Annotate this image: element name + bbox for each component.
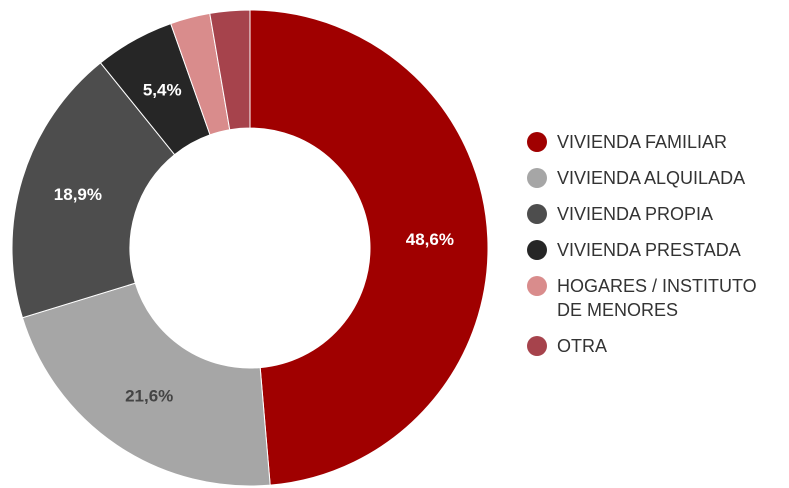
legend-label: VIVIENDA ALQUILADA	[557, 168, 746, 188]
slice	[21, 282, 271, 487]
legend-label: OTRA	[557, 336, 608, 356]
legend-item: HOGARES / INSTITUTO DE MENORES	[527, 274, 782, 322]
legend-swatch	[527, 240, 547, 260]
legend-label: HOGARES / INSTITUTO DE MENORES	[557, 276, 757, 320]
data-label: 21,6%	[125, 387, 173, 406]
legend-item: VIVIENDA FAMILIAR	[527, 130, 782, 154]
slice	[11, 62, 176, 319]
legend-label: VIVIENDA PRESTADA	[557, 240, 741, 260]
legend-swatch	[527, 132, 547, 152]
legend-item: VIVIENDA PROPIA	[527, 202, 782, 226]
legend-label: VIVIENDA PROPIA	[557, 204, 714, 224]
data-label: 48,6%	[406, 230, 454, 249]
data-label: 18,9%	[54, 185, 102, 204]
legend-item: OTRA	[527, 334, 782, 358]
legend-swatch	[527, 168, 547, 188]
chart: 48,6% 21,6% 18,9% 5,4%	[11, 9, 489, 487]
legend-swatch	[527, 276, 547, 296]
legend: VIVIENDA FAMILIAR VIVIENDA ALQUILADA VIVIE…	[527, 130, 782, 370]
slice	[209, 9, 251, 131]
legend-item: VIVIENDA PRESTADA	[527, 238, 782, 262]
legend-swatch	[527, 336, 547, 356]
legend-swatch	[527, 204, 547, 224]
slice	[249, 9, 489, 486]
legend-item: VIVIENDA ALQUILADA	[527, 166, 782, 190]
data-label: 5,4%	[143, 80, 182, 99]
legend-label: VIVIENDA FAMILIAR	[557, 132, 728, 152]
